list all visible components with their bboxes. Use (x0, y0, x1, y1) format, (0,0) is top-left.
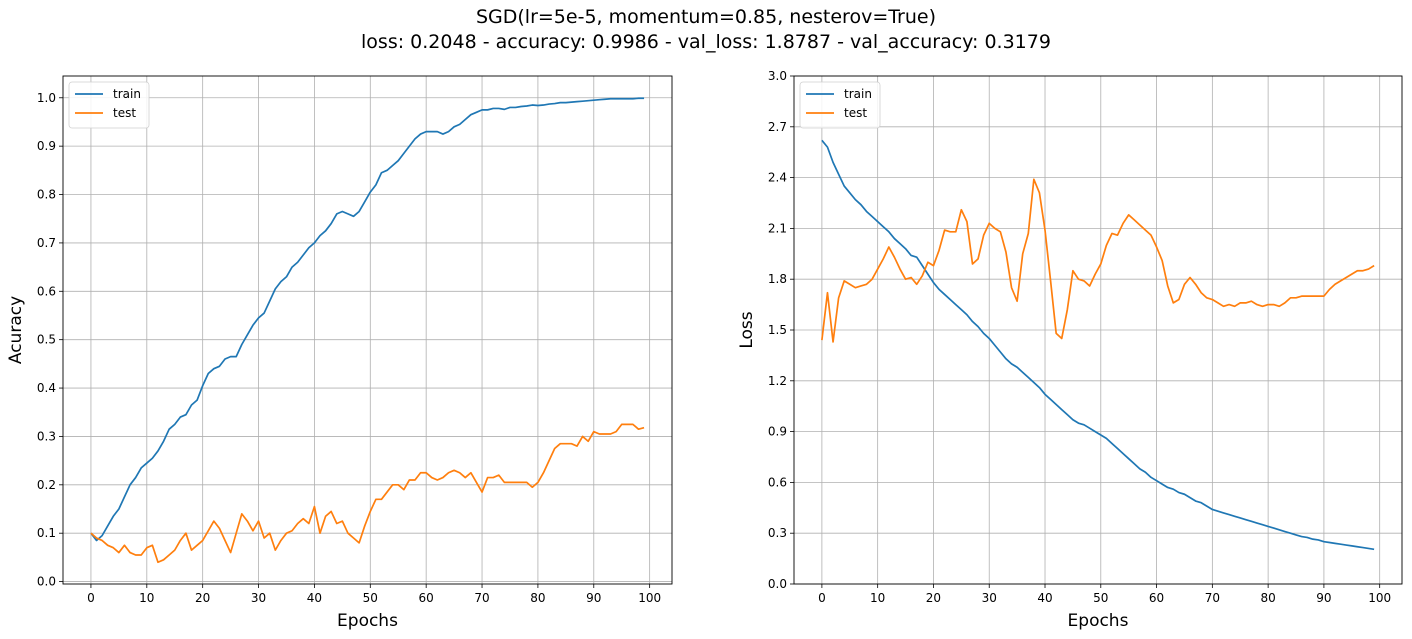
x-tick-label: 100 (638, 591, 661, 605)
figure-subtitle-metrics: loss: 0.2048 - accuracy: 0.9986 - val_lo… (361, 31, 1051, 53)
x-tick-label: 40 (1037, 591, 1052, 605)
y-tick-label: 0.0 (37, 575, 56, 589)
legend-label-train: train (844, 87, 872, 101)
x-tick-label: 30 (982, 591, 997, 605)
y-tick-label: 0.5 (37, 333, 56, 347)
accuracy-grid (63, 76, 672, 584)
y-tick-label: 0.3 (37, 429, 56, 443)
loss-plot-frame (793, 75, 1403, 585)
accuracy-chart: 0 10 20 30 40 50 60 70 80 90 100 0.0 0.1 0.2 0.3 0.4 0.5… (6, 75, 673, 631)
y-tick-label: 1.8 (768, 272, 787, 286)
y-tick-label: 1.0 (37, 91, 56, 105)
legend-label-train: train (113, 87, 141, 101)
accuracy-test-line (90, 423, 645, 564)
loss-chart: 0 10 20 30 40 50 60 70 80 90 100 0.0 0.3 0.6 0.9 1.2 1.5… (737, 69, 1403, 631)
y-axis-label: Acuracy (6, 296, 26, 364)
x-tick-label: 0 (818, 591, 826, 605)
y-tick-label: 0.4 (37, 381, 56, 395)
x-tick-label: 100 (1368, 591, 1391, 605)
loss-train-line (821, 139, 1375, 551)
x-tick-label: 60 (419, 591, 434, 605)
x-tick-label: 40 (307, 591, 322, 605)
y-tick-label: 1.5 (768, 323, 787, 337)
y-tick-label: 0.3 (768, 526, 787, 540)
x-tick-label: 70 (1205, 591, 1220, 605)
x-axis-label: Epochs (1068, 611, 1129, 631)
y-tick-label: 0.6 (37, 284, 56, 298)
y-tick-label: 0.0 (768, 577, 787, 591)
y-tick-label: 2.1 (768, 221, 787, 235)
loss-legend: train test (799, 81, 881, 129)
x-tick-label: 90 (586, 591, 601, 605)
legend-label-test: test (844, 106, 867, 120)
loss-test-line (821, 178, 1375, 343)
x-tick-label: 70 (474, 591, 489, 605)
y-tick-label: 0.7 (37, 236, 56, 250)
x-tick-label: 50 (1093, 591, 1108, 605)
x-tick-label: 80 (530, 591, 545, 605)
y-tick-label: 1.2 (768, 374, 787, 388)
y-axis-label: Loss (737, 311, 757, 348)
x-tick-label: 60 (1149, 591, 1164, 605)
y-tick-label: 0.1 (37, 526, 56, 540)
y-tick-label: 2.4 (768, 171, 787, 185)
y-tick-label: 0.9 (768, 425, 787, 439)
x-tick-label: 50 (363, 591, 378, 605)
figure-title: SGD(lr=5e-5, momentum=0.85, nesterov=Tru… (475, 6, 937, 28)
x-tick-label: 10 (870, 591, 885, 605)
y-tick-label: 0.2 (37, 478, 56, 492)
legend-label-test: test (113, 106, 136, 120)
x-tick-label: 30 (251, 591, 266, 605)
x-tick-label: 0 (87, 591, 95, 605)
y-tick-label: 2.7 (768, 120, 787, 134)
x-axis-label: Epochs (337, 611, 398, 631)
x-tick-label: 10 (139, 591, 154, 605)
x-tick-label: 80 (1260, 591, 1275, 605)
accuracy-train-line (90, 97, 645, 542)
y-tick-label: 0.8 (37, 188, 56, 202)
y-tick-label: 3.0 (768, 69, 787, 83)
accuracy-legend: train test (68, 81, 150, 129)
y-tick-label: 0.6 (768, 475, 787, 489)
accuracy-plot-frame (62, 75, 673, 585)
loss-grid (794, 75, 1402, 585)
x-tick-label: 90 (1316, 591, 1331, 605)
x-tick-label: 20 (195, 591, 210, 605)
x-tick-label: 20 (926, 591, 941, 605)
y-tick-label: 0.9 (37, 139, 56, 153)
